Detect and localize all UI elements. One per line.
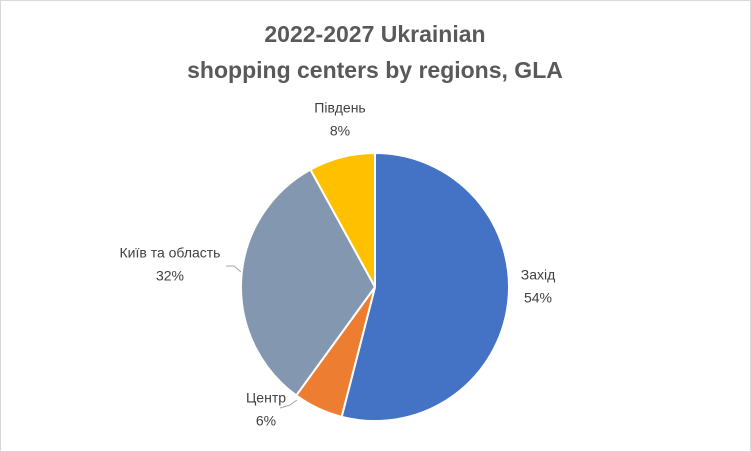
pie-slice — [240, 168, 377, 397]
category-label: Центр — [246, 390, 286, 406]
leader-line — [226, 265, 242, 273]
value-label: 6% — [256, 413, 276, 429]
pie-slice — [309, 151, 376, 288]
chart-title: shopping centers by regions, GLA — [187, 57, 563, 83]
leader-line — [279, 399, 298, 409]
value-label: 32% — [156, 268, 184, 284]
chart-title: 2022-2027 Ukrainian — [264, 21, 485, 47]
category-label: Захід — [521, 267, 556, 283]
category-label: Київ та область — [120, 245, 221, 261]
pie-slice — [340, 151, 510, 422]
value-label: 54% — [524, 290, 552, 306]
value-label: 8% — [330, 123, 350, 139]
category-label: Південь — [314, 100, 365, 116]
